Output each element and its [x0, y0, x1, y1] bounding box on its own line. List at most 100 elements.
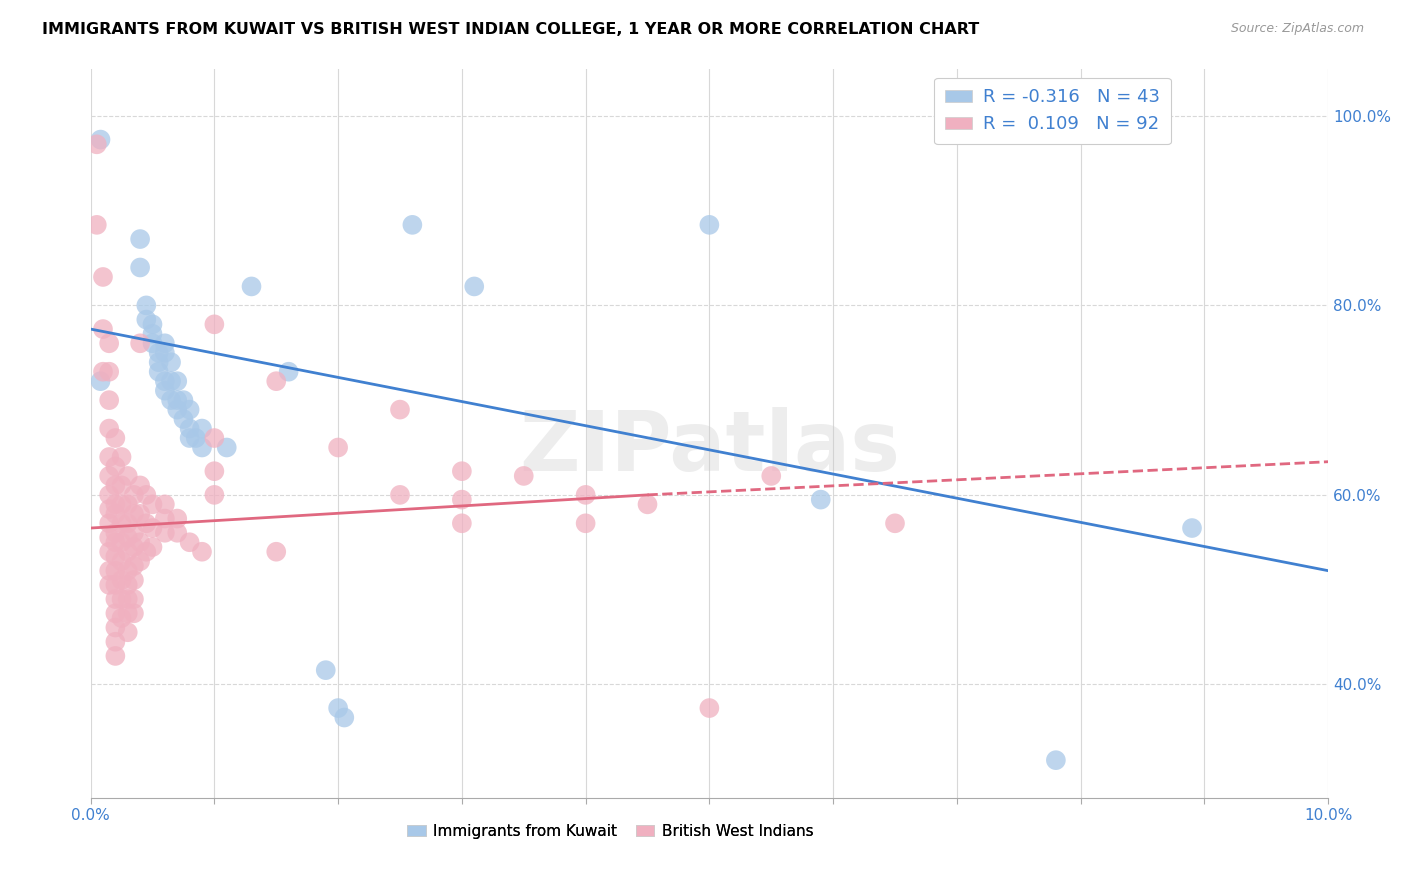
Point: [172, 412, 194, 426]
Point: [110, 478, 132, 492]
Point: [129, 260, 152, 275]
Point: [110, 516, 132, 531]
Point: [166, 374, 188, 388]
Point: [98, 502, 121, 516]
Point: [117, 625, 139, 640]
Text: Source: ZipAtlas.com: Source: ZipAtlas.com: [1230, 22, 1364, 36]
Point: [141, 497, 163, 511]
Point: [699, 701, 721, 715]
Point: [810, 492, 832, 507]
Point: [264, 374, 287, 388]
Point: [1045, 753, 1067, 767]
Point: [122, 573, 145, 587]
Point: [129, 232, 152, 246]
Point: [129, 535, 152, 549]
Point: [326, 701, 349, 715]
Point: [141, 521, 163, 535]
Point: [98, 336, 121, 351]
Point: [89, 374, 111, 388]
Point: [388, 488, 411, 502]
Point: [148, 345, 170, 359]
Point: [117, 564, 139, 578]
Point: [110, 592, 132, 607]
Point: [191, 545, 214, 559]
Point: [98, 365, 121, 379]
Point: [160, 355, 183, 369]
Point: [104, 459, 127, 474]
Point: [98, 469, 121, 483]
Point: [202, 464, 225, 478]
Point: [104, 431, 127, 445]
Point: [153, 336, 176, 351]
Point: [513, 469, 536, 483]
Point: [104, 497, 127, 511]
Point: [179, 421, 201, 435]
Point: [110, 535, 132, 549]
Point: [117, 531, 139, 545]
Point: [141, 540, 163, 554]
Point: [401, 218, 423, 232]
Point: [166, 525, 188, 540]
Point: [86, 218, 108, 232]
Point: [104, 620, 127, 634]
Point: [104, 564, 127, 578]
Point: [184, 431, 207, 445]
Point: [761, 469, 783, 483]
Point: [117, 578, 139, 592]
Point: [191, 441, 214, 455]
Point: [153, 374, 176, 388]
Point: [148, 365, 170, 379]
Point: [98, 564, 121, 578]
Point: [98, 450, 121, 464]
Point: [135, 312, 157, 326]
Point: [166, 511, 188, 525]
Point: [179, 535, 201, 549]
Point: [104, 525, 127, 540]
Point: [110, 573, 132, 587]
Point: [117, 516, 139, 531]
Point: [122, 488, 145, 502]
Point: [575, 516, 598, 531]
Point: [104, 478, 127, 492]
Point: [202, 488, 225, 502]
Point: [98, 516, 121, 531]
Point: [104, 578, 127, 592]
Point: [326, 441, 349, 455]
Point: [91, 269, 114, 284]
Point: [135, 488, 157, 502]
Point: [153, 345, 176, 359]
Point: [129, 507, 152, 521]
Point: [160, 393, 183, 408]
Point: [699, 218, 721, 232]
Point: [166, 393, 188, 408]
Point: [89, 132, 111, 146]
Point: [153, 384, 176, 398]
Point: [240, 279, 263, 293]
Point: [110, 554, 132, 568]
Text: ZIPatlas: ZIPatlas: [519, 408, 900, 489]
Point: [215, 441, 238, 455]
Point: [98, 545, 121, 559]
Point: [98, 488, 121, 502]
Point: [884, 516, 907, 531]
Point: [463, 279, 485, 293]
Point: [117, 497, 139, 511]
Point: [122, 525, 145, 540]
Point: [117, 607, 139, 621]
Point: [122, 558, 145, 573]
Point: [110, 611, 132, 625]
Point: [451, 464, 474, 478]
Point: [91, 365, 114, 379]
Point: [104, 607, 127, 621]
Point: [202, 431, 225, 445]
Point: [117, 469, 139, 483]
Point: [451, 516, 474, 531]
Point: [153, 497, 176, 511]
Point: [333, 710, 356, 724]
Point: [160, 374, 183, 388]
Point: [122, 540, 145, 554]
Point: [117, 545, 139, 559]
Point: [451, 492, 474, 507]
Point: [129, 554, 152, 568]
Point: [179, 431, 201, 445]
